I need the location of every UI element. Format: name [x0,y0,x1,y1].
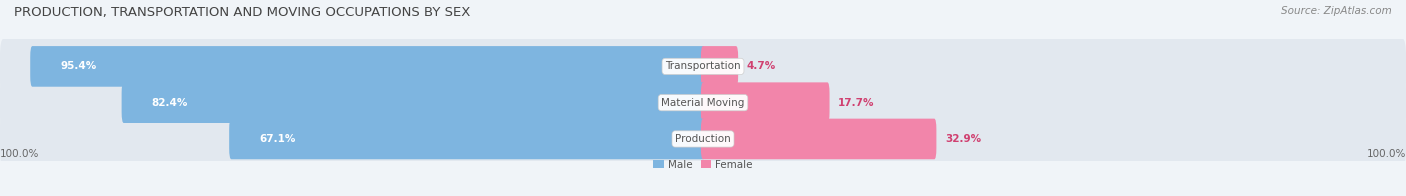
FancyBboxPatch shape [702,82,830,123]
Text: Material Moving: Material Moving [661,98,745,108]
Text: Production: Production [675,134,731,144]
Text: Transportation: Transportation [665,61,741,71]
Text: 100.0%: 100.0% [0,149,39,159]
FancyBboxPatch shape [229,119,706,159]
Text: Source: ZipAtlas.com: Source: ZipAtlas.com [1281,6,1392,16]
Text: 32.9%: 32.9% [945,134,981,144]
Text: 67.1%: 67.1% [260,134,295,144]
FancyBboxPatch shape [702,119,936,159]
Legend: Male, Female: Male, Female [650,155,756,174]
FancyBboxPatch shape [702,46,738,87]
Text: 4.7%: 4.7% [747,61,776,71]
Text: 100.0%: 100.0% [1367,149,1406,159]
FancyBboxPatch shape [121,82,706,123]
Text: 17.7%: 17.7% [838,98,875,108]
FancyBboxPatch shape [0,75,1406,130]
Text: 95.4%: 95.4% [60,61,97,71]
Text: 82.4%: 82.4% [152,98,188,108]
FancyBboxPatch shape [0,39,1406,94]
FancyBboxPatch shape [30,46,706,87]
FancyBboxPatch shape [0,111,1406,167]
Text: PRODUCTION, TRANSPORTATION AND MOVING OCCUPATIONS BY SEX: PRODUCTION, TRANSPORTATION AND MOVING OC… [14,6,471,19]
